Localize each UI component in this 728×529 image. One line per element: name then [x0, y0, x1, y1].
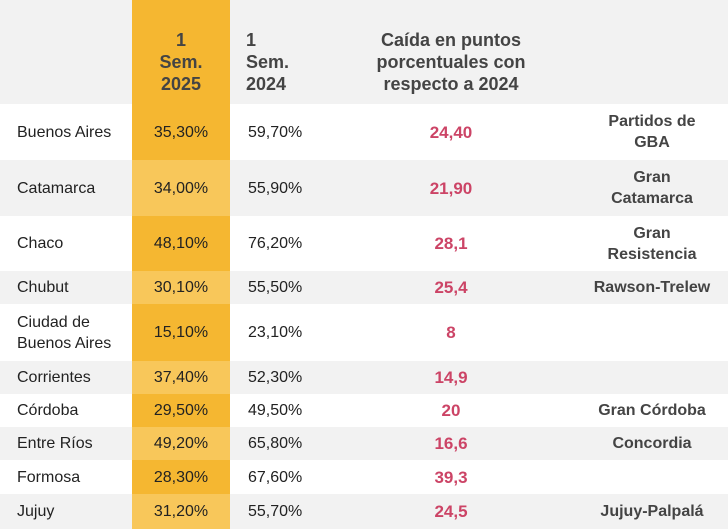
table-row: Buenos Aires 35,30% 59,70% 24,40 Partidos de…	[0, 104, 728, 160]
cell-aglomerado: Gran Catamarca	[576, 160, 728, 216]
cell-provincia: Ciudad de Buenos Aires	[0, 304, 132, 361]
cell-sem-2025: 48,10%	[132, 216, 230, 271]
cell-aglomerado: Gran Resistencia	[576, 216, 728, 271]
cell-caida: 20	[326, 394, 576, 427]
cell-provincia: Entre Ríos	[0, 427, 132, 460]
cell-caida: 39,3	[326, 460, 576, 494]
table-row: Jujuy 31,20% 55,70% 24,5 Jujuy-Palpalá	[0, 494, 728, 529]
cell-caida: 16,6	[326, 427, 576, 460]
cell-sem-2024: 76,20%	[230, 216, 326, 271]
table-row: Corrientes 37,40% 52,30% 14,9	[0, 361, 728, 394]
table-row: Ciudad de Buenos Aires 15,10% 23,10% 8	[0, 304, 728, 361]
cell-aglomerado: Concordia	[576, 427, 728, 460]
cell-caida: 28,1	[326, 216, 576, 271]
table-row: Formosa 28,30% 67,60% 39,3	[0, 460, 728, 494]
cell-sem-2025: 31,20%	[132, 494, 230, 529]
cell-sem-2024: 49,50%	[230, 394, 326, 427]
cell-sem-2024: 67,60%	[230, 460, 326, 494]
table-row: Chubut 30,10% 55,50% 25,4 Rawson-Trelew	[0, 271, 728, 304]
cell-sem-2024: 52,30%	[230, 361, 326, 394]
cell-sem-2025: 35,30%	[132, 104, 230, 160]
cell-provincia: Chubut	[0, 271, 132, 304]
cell-provincia: Chaco	[0, 216, 132, 271]
cell-aglomerado: Partidos de GBA	[576, 104, 728, 160]
cell-caida: 21,90	[326, 160, 576, 216]
header-row: 1 Sem. 2025 1 Sem. 2024 Caída en puntos porce…	[0, 0, 728, 104]
cell-provincia: Buenos Aires	[0, 104, 132, 160]
cell-sem-2025: 28,30%	[132, 460, 230, 494]
table-row: Catamarca 34,00% 55,90% 21,90 Gran Catamarca	[0, 160, 728, 216]
table-row: Entre Ríos 49,20% 65,80% 16,6 Concordia	[0, 427, 728, 460]
cell-provincia: Formosa	[0, 460, 132, 494]
table-body: Buenos Aires 35,30% 59,70% 24,40 Partidos de…	[0, 104, 728, 529]
cell-sem-2024: 55,50%	[230, 271, 326, 304]
cell-caida: 24,5	[326, 494, 576, 529]
header-sem-2024: 1 Sem. 2024	[230, 0, 326, 104]
cell-sem-2024: 65,80%	[230, 427, 326, 460]
cell-sem-2025: 34,00%	[132, 160, 230, 216]
cell-aglomerado: Gran Córdoba	[576, 394, 728, 427]
cell-caida: 14,9	[326, 361, 576, 394]
table-row: Córdoba 29,50% 49,50% 20 Gran Córdoba	[0, 394, 728, 427]
header-aglomerado	[576, 0, 728, 104]
cell-sem-2025: 29,50%	[132, 394, 230, 427]
cell-aglomerado	[576, 304, 728, 361]
cell-sem-2025: 49,20%	[132, 427, 230, 460]
header-caida: Caída en puntos porcentuales con respecto …	[326, 0, 576, 104]
cell-provincia: Jujuy	[0, 494, 132, 529]
cell-caida: 8	[326, 304, 576, 361]
cell-aglomerado	[576, 460, 728, 494]
cell-aglomerado: Rawson-Trelew	[576, 271, 728, 304]
cell-provincia: Catamarca	[0, 160, 132, 216]
cell-caida: 25,4	[326, 271, 576, 304]
cell-sem-2024: 59,70%	[230, 104, 326, 160]
cell-sem-2025: 30,10%	[132, 271, 230, 304]
cell-sem-2025: 15,10%	[132, 304, 230, 361]
cell-provincia: Corrientes	[0, 361, 132, 394]
cell-aglomerado	[576, 361, 728, 394]
cell-provincia: Córdoba	[0, 394, 132, 427]
cell-aglomerado: Jujuy-Palpalá	[576, 494, 728, 529]
cell-sem-2024: 23,10%	[230, 304, 326, 361]
cell-sem-2024: 55,90%	[230, 160, 326, 216]
cell-sem-2025: 37,40%	[132, 361, 230, 394]
cell-caida: 24,40	[326, 104, 576, 160]
table-row: Chaco 48,10% 76,20% 28,1 Gran Resistencia	[0, 216, 728, 271]
cell-sem-2024: 55,70%	[230, 494, 326, 529]
header-provincia	[0, 0, 132, 104]
header-sem-2025: 1 Sem. 2025	[132, 0, 230, 104]
